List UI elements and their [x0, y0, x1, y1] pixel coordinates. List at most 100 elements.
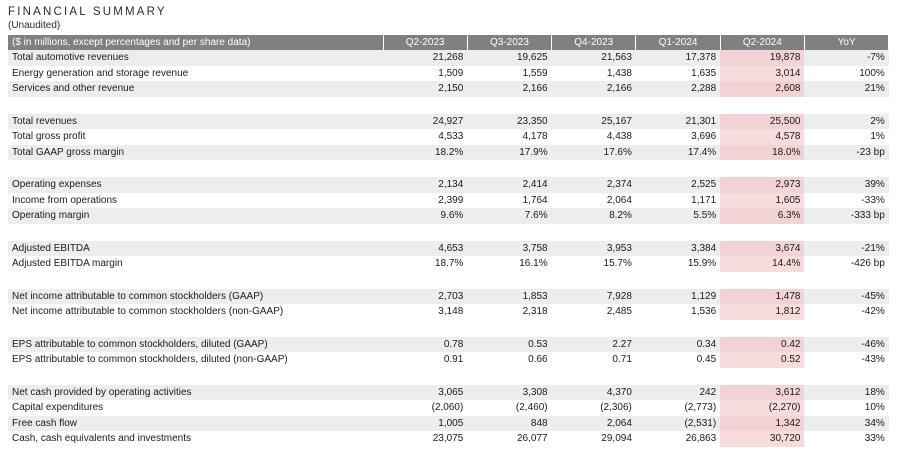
- yoy-cell: 1%: [804, 129, 889, 145]
- value-cell: 0.42: [720, 336, 805, 352]
- value-cell: 21,301: [635, 113, 721, 129]
- table-row: Operating expenses 2,134 2,414 2,374 2,525 2,…: [8, 177, 889, 193]
- yoy-cell: -43%: [804, 352, 889, 368]
- yoy-cell: 34%: [804, 415, 889, 431]
- spacer-cell: [8, 223, 889, 241]
- value-cell: 19,625: [467, 50, 552, 66]
- value-cell: 4,533: [383, 129, 468, 145]
- value-cell: 2,064: [551, 192, 636, 208]
- row-label: Services and other revenue: [8, 81, 383, 97]
- value-cell: 25,167: [551, 113, 636, 129]
- value-cell: 4,438: [551, 129, 636, 145]
- row-label: Income from operations: [8, 192, 383, 208]
- table-row: Adjusted EBITDA margin 18.7% 16.1% 15.7% 15.…: [8, 256, 889, 272]
- value-cell: 25,500: [720, 113, 805, 129]
- yoy-cell: 21%: [804, 81, 889, 97]
- value-cell: 0.45: [635, 352, 721, 368]
- group-spacer: [8, 271, 889, 289]
- yoy-cell: 10%: [804, 400, 889, 416]
- value-cell: 18.0%: [720, 144, 805, 160]
- value-cell: (2,306): [551, 400, 636, 416]
- table-header-row: ($ in millions, except percentages and p…: [8, 35, 890, 50]
- row-label: Free cash flow: [8, 415, 383, 431]
- value-cell: 848: [467, 415, 552, 431]
- value-cell: 1,129: [635, 288, 721, 304]
- value-cell: 0.66: [467, 352, 552, 368]
- value-cell: 14.4%: [720, 256, 805, 272]
- value-cell: 15.7%: [551, 256, 636, 272]
- group-spacer: [8, 367, 889, 385]
- value-cell: 18.7%: [383, 256, 468, 272]
- value-cell: 17.4%: [635, 144, 721, 160]
- value-cell: 6.3%: [720, 208, 805, 224]
- table-row: Total gross profit 4,533 4,178 4,438 3,696 4,…: [8, 129, 889, 145]
- group-spacer: [8, 96, 889, 114]
- spacer-cell: [8, 319, 889, 337]
- value-cell: (2,460): [467, 400, 552, 416]
- value-cell: 8.2%: [551, 208, 636, 224]
- value-cell: 4,370: [551, 384, 636, 400]
- value-cell: 3,612: [720, 384, 805, 400]
- group-spacer: [8, 160, 889, 177]
- value-cell: 2,485: [551, 304, 636, 320]
- yoy-cell: -7%: [804, 50, 889, 66]
- value-cell: 1,853: [467, 288, 552, 304]
- row-label: EPS attributable to common stockholders,…: [8, 336, 383, 352]
- value-cell: 1,536: [635, 304, 721, 320]
- value-cell: 23,350: [467, 113, 552, 129]
- table-row: Energy generation and storage revenue 1,5…: [8, 65, 889, 81]
- table-row: EPS attributable to common stockholders,…: [8, 352, 889, 368]
- header-cell-yoy: YoY: [804, 35, 890, 50]
- table-row: Income from operations 2,399 1,764 2,064 1,1…: [8, 192, 889, 208]
- row-label: Capital expenditures: [8, 400, 383, 416]
- value-cell: 2,525: [635, 177, 721, 193]
- table-row: Operating margin 9.6% 7.6% 8.2% 5.5% 6.3% -333…: [8, 208, 889, 224]
- value-cell: 3,308: [467, 384, 552, 400]
- value-cell: 3,758: [467, 240, 552, 256]
- yoy-cell: 18%: [804, 384, 889, 400]
- value-cell: 9.6%: [383, 208, 468, 224]
- value-cell: 0.71: [551, 352, 636, 368]
- financial-summary-table: ($ in millions, except percentages and p…: [8, 35, 890, 447]
- page-subtitle: (Unaudited): [8, 20, 61, 31]
- row-label: Net income attributable to common stockh…: [8, 288, 383, 304]
- table-body: Total automotive revenues 21,268 19,625 21,…: [8, 50, 889, 447]
- table-row: Total GAAP gross margin 18.2% 17.9% 17.6% 17…: [8, 144, 889, 160]
- value-cell: 21,563: [551, 50, 636, 66]
- value-cell: 2,288: [635, 81, 721, 97]
- value-cell: 242: [635, 384, 721, 400]
- table-row: Adjusted EBITDA 4,653 3,758 3,953 3,384 3,674…: [8, 240, 889, 256]
- row-label: Adjusted EBITDA: [8, 240, 383, 256]
- row-label: EPS attributable to common stockholders,…: [8, 352, 383, 368]
- value-cell: 23,075: [383, 431, 468, 447]
- header-cell-q2-2023: Q2-2023: [383, 35, 468, 50]
- header-cell-q2-2024: Q2-2024: [720, 35, 805, 50]
- row-label: Total revenues: [8, 113, 383, 129]
- table-row: Free cash flow 1,005 848 2,064 (2,531) 1,342 3…: [8, 415, 889, 431]
- table-row: EPS attributable to common stockholders,…: [8, 336, 889, 352]
- table-row: Total automotive revenues 21,268 19,625 21,…: [8, 50, 889, 66]
- header-cell-label: ($ in millions, except percentages and p…: [8, 35, 384, 50]
- yoy-cell: -333 bp: [804, 208, 889, 224]
- value-cell: 7,928: [551, 288, 636, 304]
- value-cell: 17,378: [635, 50, 721, 66]
- value-cell: 21,268: [383, 50, 468, 66]
- header-cell-q3-2023: Q3-2023: [467, 35, 553, 50]
- value-cell: 2,374: [551, 177, 636, 193]
- page-title: FINANCIAL SUMMARY: [8, 6, 167, 18]
- table-row: Net income attributable to common stockh…: [8, 304, 889, 320]
- value-cell: 3,674: [720, 240, 805, 256]
- table-row: Net income attributable to common stockh…: [8, 288, 889, 304]
- value-cell: 0.52: [720, 352, 805, 368]
- value-cell: 3,014: [720, 65, 805, 81]
- spacer-cell: [8, 367, 889, 385]
- value-cell: 19,878: [720, 50, 805, 66]
- header-cell-q1-2024: Q1-2024: [635, 35, 721, 50]
- value-cell: 3,953: [551, 240, 636, 256]
- table-row: Total revenues 24,927 23,350 25,167 21,301 25…: [8, 113, 889, 129]
- value-cell: 2,414: [467, 177, 552, 193]
- row-label: Net income attributable to common stockh…: [8, 304, 383, 320]
- value-cell: (2,270): [720, 400, 805, 416]
- value-cell: 4,178: [467, 129, 552, 145]
